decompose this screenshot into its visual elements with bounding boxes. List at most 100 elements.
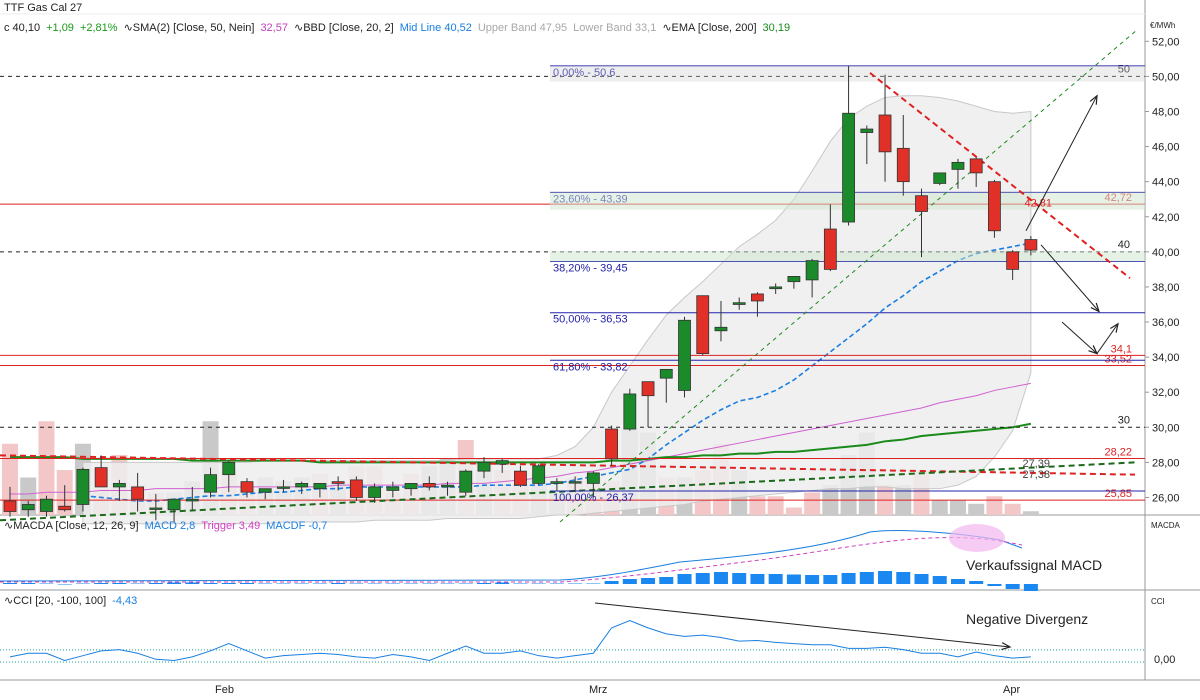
volume-bar	[1004, 503, 1021, 515]
macd-histogram-bar	[659, 577, 674, 584]
trend-value-label: 42,81	[1024, 198, 1052, 210]
macd-histogram-bar	[94, 583, 109, 584]
macd-histogram-bar	[677, 574, 692, 584]
ema200-line	[10, 422, 1032, 464]
sma-icon: ∿	[123, 22, 133, 34]
indicator-legend-row: c 40,10 +1,09 +2,81% ∿SMA(2) [Close, 50, Ne…	[4, 21, 796, 35]
candle-body	[58, 505, 72, 511]
bbd-upper: Upper Band 47,95	[477, 22, 568, 34]
macd-histogram-bar	[331, 583, 346, 584]
macd-histogram-bar	[568, 583, 583, 584]
candle-body	[988, 181, 1001, 232]
candle-body	[678, 319, 691, 391]
bbd-mid: Mid Line 40,52	[399, 22, 472, 34]
candle-body	[477, 461, 491, 472]
candle-body	[368, 486, 382, 498]
trend-label-green: 27,38	[1022, 469, 1050, 481]
divergence-arrow-head	[1001, 642, 1012, 651]
arrow-rebound-head	[1110, 322, 1119, 333]
macd-histogram-bar	[896, 572, 911, 584]
candle-body	[404, 483, 418, 490]
cci-annotation: Negative Divergenz	[966, 611, 1089, 627]
candle-body	[331, 481, 345, 484]
macd-histogram-bar	[1023, 584, 1038, 591]
candle-body	[422, 483, 436, 488]
x-label-feb: Feb	[215, 684, 234, 696]
macd-value: MACD 2,8	[144, 520, 196, 532]
trend-label-red: 27,39	[1022, 458, 1050, 470]
green-dotted-uptrend	[559, 30, 1137, 523]
candle-body	[951, 161, 965, 170]
macd-histogram-bar	[549, 583, 564, 584]
volume-bar	[785, 507, 802, 515]
macd-histogram-bar	[495, 582, 510, 584]
macd-histogram-bar	[404, 583, 419, 584]
macd-histogram-bar	[859, 572, 874, 584]
candle-body	[459, 470, 473, 493]
macd-histogram-bar	[185, 582, 200, 584]
macd-histogram-bar	[349, 583, 364, 584]
level-label-30: 30	[1118, 414, 1130, 426]
macd-histogram-bar	[878, 571, 893, 584]
macd-histogram-bar	[586, 583, 601, 584]
candle-body	[915, 195, 928, 212]
instrument-title: TTF Gas Cal 27	[4, 2, 83, 14]
macd-icon: ∿	[4, 520, 14, 532]
y-tick-label: 46,00	[1152, 142, 1180, 154]
candle-body	[568, 481, 582, 484]
macd-line	[0, 530, 1023, 582]
volume-bar	[1022, 511, 1039, 515]
red-dashed-trendline	[0, 454, 1136, 476]
candle-body	[386, 486, 400, 491]
candle-body	[185, 498, 199, 502]
candle-body	[1006, 251, 1020, 270]
candle-body	[532, 465, 546, 484]
y-tick-label: 36,00	[1152, 317, 1180, 329]
candle-body	[623, 393, 637, 430]
cci-icon: ∿	[4, 595, 14, 607]
candle-body	[295, 483, 309, 488]
candle-body	[514, 470, 527, 486]
fib-zone-38	[550, 250, 1145, 262]
macd-histogram-bar	[130, 583, 145, 584]
y-tick-label: 48,00	[1152, 106, 1180, 118]
level-label-28,22: 28,22	[1104, 447, 1132, 459]
level-label-40: 40	[1118, 239, 1130, 251]
macd-histogram-bar	[112, 583, 127, 584]
macd-trigger: Trigger 3,49	[201, 520, 261, 532]
macd-histogram-bar	[732, 573, 747, 584]
ema-value: 30,19	[762, 22, 791, 34]
macd-legend-row: ∿MACDA [Close, 12, 26, 9] MACD 2,8 Trigger…	[4, 519, 333, 533]
candle-body	[258, 488, 272, 493]
candle-body	[933, 172, 947, 184]
sma-value: 32,57	[260, 22, 288, 34]
cci-legend-row: ∿CCI [20, -100, 100] -4,43	[4, 594, 143, 608]
candle-body	[823, 228, 837, 270]
y-tick-label: 50,00	[1152, 71, 1180, 83]
macd-histogram-bar	[695, 573, 710, 584]
macd-histogram-bar	[750, 574, 765, 584]
macd-histogram-bar	[203, 583, 218, 584]
y-tick-label: 44,00	[1152, 177, 1180, 189]
fibonacci-label: 0,00% - 50,6	[553, 67, 615, 79]
macd-histogram-bar	[367, 583, 382, 584]
volume-bar	[767, 496, 784, 515]
macd-histogram-bar	[768, 574, 783, 584]
candle-body	[349, 479, 363, 498]
change-pct: +2,81%	[79, 22, 118, 34]
arrow-up-target	[1025, 95, 1098, 232]
macdf-value: MACDF -0,7	[266, 520, 328, 532]
candle-body	[550, 481, 564, 484]
y-tick-label: 28,00	[1152, 457, 1180, 469]
y-tick-label: 30,00	[1152, 422, 1180, 434]
bbd-icon: ∿	[293, 22, 304, 34]
candle-body	[204, 474, 217, 493]
macd-histogram-bar	[458, 583, 473, 584]
candle-body	[495, 460, 509, 465]
volume-bar	[931, 500, 948, 515]
close-value: c 40,10	[4, 22, 41, 34]
macd-histogram-bar	[622, 579, 637, 584]
macd-histogram-bar	[932, 576, 947, 584]
y-tick-label: 42,00	[1152, 212, 1180, 224]
